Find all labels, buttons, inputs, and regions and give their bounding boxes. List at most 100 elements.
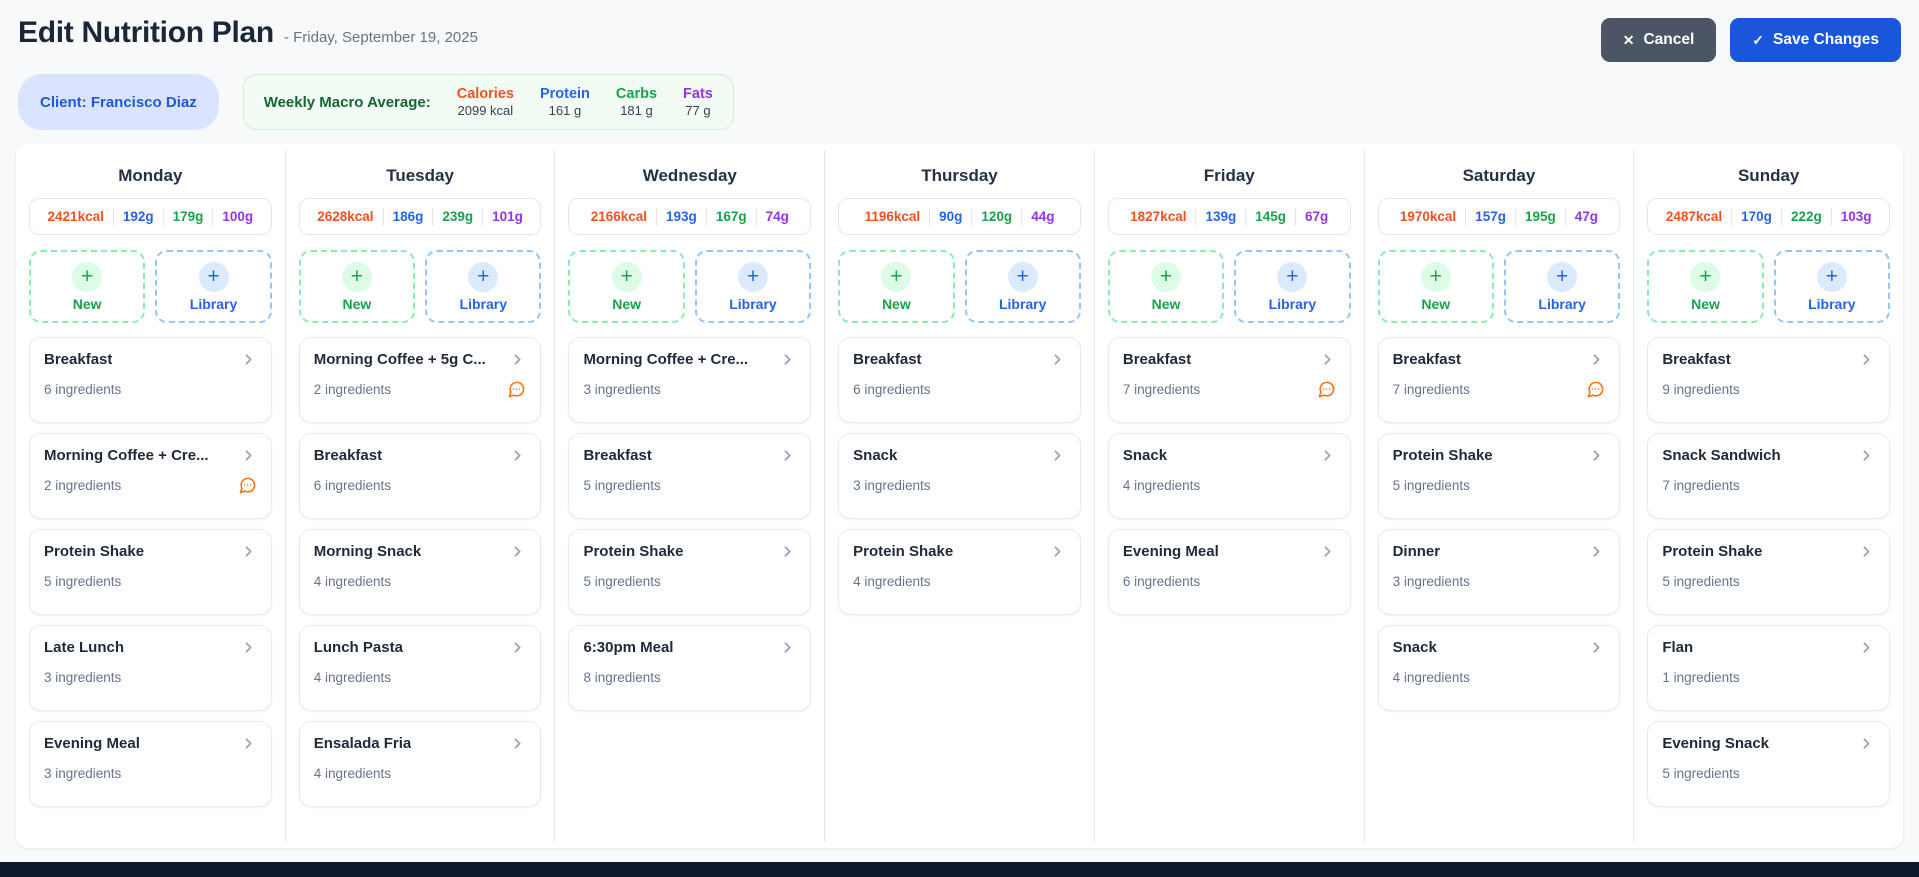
chevron-right-icon[interactable] bbox=[509, 735, 526, 752]
meal-card[interactable]: Breakfast 6 ingredients bbox=[29, 337, 272, 423]
chevron-right-icon[interactable] bbox=[1588, 351, 1605, 368]
day-column: Monday 2421kcal 192g 179g 100g + New + L… bbox=[16, 150, 286, 842]
chevron-right-icon[interactable] bbox=[509, 543, 526, 560]
summary-row: Client: Francisco Diaz Weekly Macro Aver… bbox=[0, 62, 1919, 130]
chevron-right-icon[interactable] bbox=[1858, 735, 1875, 752]
meal-card[interactable]: Protein Shake 5 ingredients bbox=[1377, 433, 1621, 519]
meal-card[interactable]: Flan 1 ingredients bbox=[1647, 625, 1891, 711]
meal-card[interactable]: Snack Sandwich 7 ingredients bbox=[1647, 433, 1891, 519]
meal-title: Dinner bbox=[1392, 543, 1441, 560]
chevron-right-icon[interactable] bbox=[1858, 543, 1875, 560]
meal-card[interactable]: Evening Snack 5 ingredients bbox=[1647, 721, 1891, 807]
meal-title: Ensalada Fria bbox=[313, 735, 412, 752]
chevron-right-icon[interactable] bbox=[509, 447, 526, 464]
chevron-right-icon[interactable] bbox=[1858, 639, 1875, 656]
meal-ingredient-count: 6 ingredients bbox=[313, 478, 392, 493]
chevron-right-icon[interactable] bbox=[779, 447, 796, 464]
chevron-right-icon[interactable] bbox=[240, 543, 257, 560]
chevron-right-icon[interactable] bbox=[1858, 351, 1875, 368]
meal-card[interactable]: Morning Coffee + 5g C... 2 ingredients bbox=[298, 337, 542, 423]
day-calories: 1970kcal bbox=[1399, 209, 1457, 224]
chevron-right-icon[interactable] bbox=[1049, 447, 1066, 464]
meal-card[interactable]: Protein Shake 5 ingredients bbox=[568, 529, 812, 615]
library-button[interactable]: + Library bbox=[155, 250, 272, 323]
plus-icon: + bbox=[1547, 261, 1578, 292]
day-calories: 2421kcal bbox=[47, 209, 104, 224]
library-button[interactable]: + Library bbox=[1503, 250, 1621, 323]
meal-card[interactable]: Ensalada Fria 4 ingredients bbox=[298, 721, 542, 807]
meal-ingredient-count: 2 ingredients bbox=[313, 382, 392, 397]
day-fats: 67g bbox=[1305, 209, 1329, 224]
meal-card[interactable]: Snack 3 ingredients bbox=[838, 433, 1081, 519]
chevron-right-icon[interactable] bbox=[1319, 543, 1336, 560]
meal-ingredient-count: 7 ingredients bbox=[1122, 382, 1201, 397]
meal-card[interactable]: Protein Shake 4 ingredients bbox=[838, 529, 1081, 615]
chevron-right-icon[interactable] bbox=[1858, 447, 1875, 464]
chevron-right-icon[interactable] bbox=[1319, 447, 1336, 464]
day-macro-summary: 2421kcal 192g 179g 100g bbox=[29, 198, 272, 235]
meal-card[interactable]: Morning Coffee + Cre... 3 ingredients bbox=[568, 337, 812, 423]
macro-calories: Calories 2099 kcal bbox=[456, 85, 514, 118]
meal-title: Breakfast bbox=[1122, 351, 1192, 368]
chevron-right-icon[interactable] bbox=[779, 543, 796, 560]
day-fats: 101g bbox=[492, 209, 523, 224]
meal-ingredient-count: 4 ingredients bbox=[1392, 670, 1470, 685]
meal-card[interactable]: Breakfast 5 ingredients bbox=[568, 433, 812, 519]
meal-card[interactable]: Breakfast 7 ingredients bbox=[1377, 337, 1621, 423]
new-meal-button[interactable]: + New bbox=[1107, 250, 1225, 323]
chevron-right-icon[interactable] bbox=[779, 639, 796, 656]
meal-card[interactable]: Dinner 3 ingredients bbox=[1377, 529, 1621, 615]
library-button[interactable]: + Library bbox=[425, 250, 542, 323]
chevron-right-icon[interactable] bbox=[240, 351, 257, 368]
meal-card[interactable]: 6:30pm Meal 8 ingredients bbox=[568, 625, 812, 711]
new-meal-button[interactable]: + New bbox=[838, 250, 955, 323]
chevron-right-icon[interactable] bbox=[509, 351, 526, 368]
meal-card[interactable]: Breakfast 6 ingredients bbox=[838, 337, 1081, 423]
chevron-right-icon[interactable] bbox=[509, 639, 526, 656]
new-meal-button[interactable]: + New bbox=[568, 250, 685, 323]
meal-card[interactable]: Protein Shake 5 ingredients bbox=[29, 529, 272, 615]
day-column: Friday 1827kcal 139g 145g 67g + New + Li… bbox=[1095, 150, 1365, 842]
new-meal-button[interactable]: + New bbox=[29, 250, 146, 323]
meal-title: Snack Sandwich bbox=[1662, 447, 1781, 464]
meal-card[interactable]: Snack 4 ingredients bbox=[1377, 625, 1621, 711]
library-button[interactable]: + Library bbox=[1234, 250, 1351, 323]
chevron-right-icon[interactable] bbox=[779, 351, 796, 368]
library-button[interactable]: + Library bbox=[694, 250, 812, 323]
meal-card[interactable]: Breakfast 6 ingredients bbox=[298, 433, 542, 519]
meal-title: Protein Shake bbox=[853, 543, 954, 560]
chevron-right-icon[interactable] bbox=[240, 447, 257, 464]
day-fats: 100g bbox=[222, 209, 254, 224]
meal-card[interactable]: Evening Meal 3 ingredients bbox=[29, 721, 272, 807]
meal-card[interactable]: Evening Meal 6 ingredients bbox=[1107, 529, 1351, 615]
chevron-right-icon[interactable] bbox=[240, 735, 257, 752]
chevron-right-icon[interactable] bbox=[1049, 351, 1066, 368]
meal-card[interactable]: Snack 4 ingredients bbox=[1107, 433, 1351, 519]
new-meal-button[interactable]: + New bbox=[1647, 250, 1764, 323]
new-meal-button[interactable]: + New bbox=[298, 250, 416, 323]
library-button[interactable]: + Library bbox=[964, 250, 1081, 323]
chevron-right-icon[interactable] bbox=[1588, 543, 1605, 560]
meal-card[interactable]: Late Lunch 3 ingredients bbox=[29, 625, 272, 711]
meal-card[interactable]: Breakfast 9 ingredients bbox=[1647, 337, 1891, 423]
chevron-right-icon[interactable] bbox=[1588, 639, 1605, 656]
meal-card[interactable]: Morning Snack 4 ingredients bbox=[298, 529, 542, 615]
new-meal-button[interactable]: + New bbox=[1377, 250, 1494, 323]
chevron-right-icon[interactable] bbox=[1319, 351, 1336, 368]
meal-card[interactable]: Morning Coffee + Cre... 2 ingredients bbox=[29, 433, 272, 519]
meal-card[interactable]: Protein Shake 5 ingredients bbox=[1647, 529, 1891, 615]
cancel-button[interactable]: ✕ Cancel bbox=[1600, 18, 1717, 62]
day-protein: 157g bbox=[1475, 209, 1506, 224]
new-meal-button-label: New bbox=[72, 295, 102, 312]
meal-card[interactable]: Breakfast 7 ingredients bbox=[1107, 337, 1351, 423]
chevron-right-icon[interactable] bbox=[1049, 543, 1066, 560]
save-changes-button[interactable]: ✓ Save Changes bbox=[1730, 18, 1901, 62]
chevron-right-icon[interactable] bbox=[240, 639, 257, 656]
chevron-right-icon[interactable] bbox=[1588, 447, 1605, 464]
meal-ingredient-count: 5 ingredients bbox=[1662, 574, 1740, 589]
plus-icon: + bbox=[1690, 261, 1721, 292]
meal-title: Breakfast bbox=[583, 447, 652, 464]
meal-card[interactable]: Lunch Pasta 4 ingredients bbox=[298, 625, 542, 711]
meal-list: Morning Coffee + 5g C... 2 ingredients B… bbox=[298, 337, 542, 807]
library-button[interactable]: + Library bbox=[1773, 250, 1891, 323]
